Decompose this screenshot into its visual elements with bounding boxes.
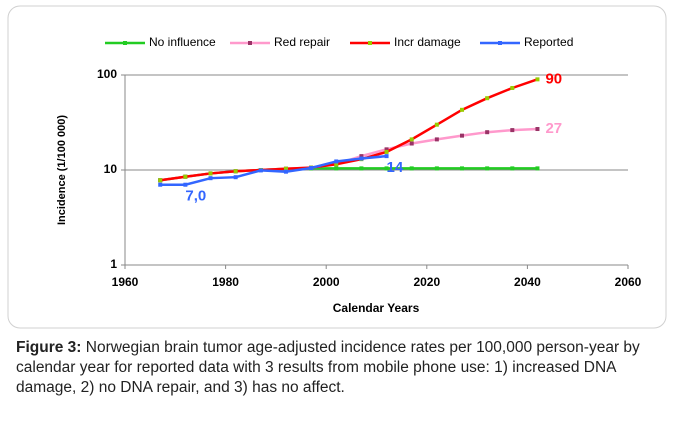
- legend-marker: [248, 41, 252, 45]
- point: [434, 122, 439, 127]
- value-label: 90: [545, 70, 562, 87]
- point: [460, 107, 465, 112]
- point: [233, 169, 238, 174]
- point: [535, 77, 540, 82]
- value-label: 7,0: [185, 188, 206, 205]
- point: [485, 166, 490, 171]
- caption: Figure 3: Norwegian brain tumor age-adju…: [16, 338, 661, 398]
- point: [485, 96, 490, 101]
- y-tick-label: 1: [110, 257, 117, 271]
- value-label: 27: [545, 120, 562, 137]
- point: [233, 175, 238, 180]
- x-tick-label: 2060: [615, 275, 642, 289]
- point: [409, 166, 414, 171]
- value-label: 14: [387, 159, 404, 176]
- point: [510, 166, 515, 171]
- x-tick-label: 2000: [313, 275, 340, 289]
- point: [334, 159, 339, 164]
- x-tick-label: 1980: [212, 275, 239, 289]
- point: [309, 165, 314, 170]
- point: [409, 137, 414, 142]
- point: [283, 166, 288, 171]
- point: [208, 176, 213, 181]
- point: [434, 166, 439, 171]
- x-tick-label: 1960: [112, 275, 139, 289]
- point: [384, 166, 389, 171]
- legend-label: Reported: [524, 35, 573, 49]
- y-tick-label: 10: [104, 162, 118, 176]
- legend-label: No influence: [149, 35, 216, 49]
- point: [460, 133, 465, 138]
- point: [384, 149, 389, 154]
- point: [384, 154, 389, 159]
- x-tick-label: 2020: [413, 275, 440, 289]
- caption-label: Figure 3:: [16, 339, 82, 356]
- point: [183, 174, 188, 179]
- series-line: [160, 154, 387, 186]
- point: [535, 127, 540, 132]
- point: [359, 166, 364, 171]
- chart: Incidence (1/100 000) Calendar Years 1 10…: [7, 5, 667, 329]
- y-tick-label: 100: [97, 67, 117, 81]
- point: [158, 182, 163, 187]
- point: [359, 156, 364, 161]
- point: [510, 128, 515, 133]
- point: [384, 147, 389, 152]
- y-axis-label: Incidence (1/100 000): [56, 115, 68, 225]
- x-axis-label: Calendar Years: [333, 301, 420, 315]
- point: [208, 171, 213, 176]
- point: [258, 168, 263, 173]
- legend-label: Incr damage: [394, 35, 461, 49]
- legend-marker: [123, 41, 127, 45]
- point: [535, 166, 540, 171]
- point: [434, 137, 439, 142]
- legend-marker: [498, 41, 502, 45]
- legend-marker: [368, 41, 372, 45]
- point: [409, 141, 414, 146]
- point: [334, 166, 339, 171]
- point: [510, 85, 515, 90]
- caption-text: Norwegian brain tumor age-adjusted incid…: [16, 339, 640, 396]
- legend-label: Red repair: [274, 35, 330, 49]
- point: [334, 162, 339, 167]
- point: [158, 178, 163, 183]
- point: [359, 154, 364, 159]
- point: [283, 169, 288, 174]
- point: [183, 182, 188, 187]
- series-line: [160, 78, 538, 182]
- point: [485, 130, 490, 135]
- x-tick-label: 2040: [514, 275, 541, 289]
- point: [460, 166, 465, 171]
